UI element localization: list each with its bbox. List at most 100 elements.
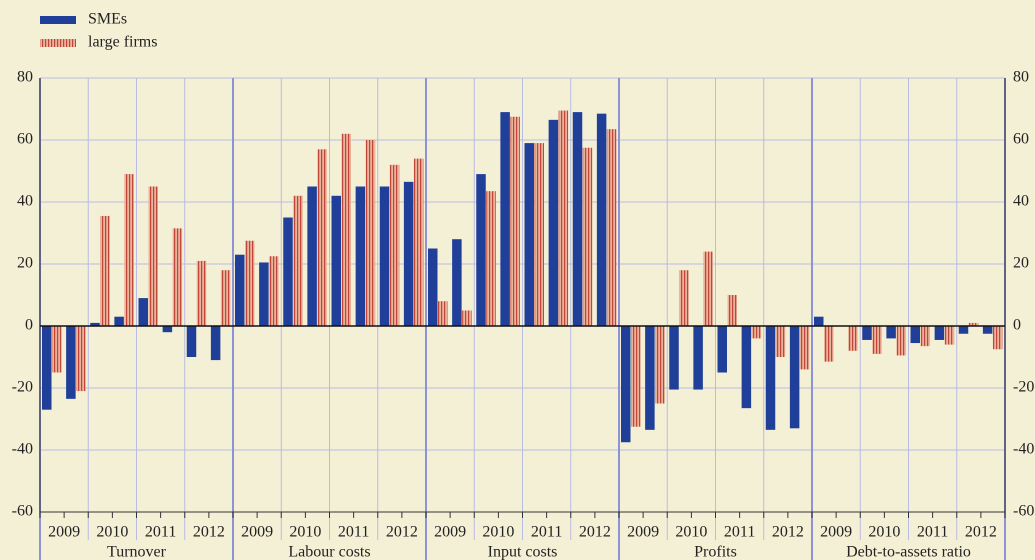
year-label: 2010 <box>868 524 900 541</box>
year-label: 2011 <box>531 524 562 541</box>
y-tick-label: -20 <box>12 379 33 396</box>
y-tick-label: 20 <box>17 255 33 272</box>
y2-tick-label: -40 <box>1013 441 1034 458</box>
year-label: 2012 <box>193 524 225 541</box>
legend-label: SMEs <box>88 11 127 28</box>
bar <box>765 326 776 430</box>
bar <box>848 326 858 351</box>
y-tick-label: -40 <box>12 441 33 458</box>
y-tick-label: -60 <box>12 503 33 520</box>
y-tick-label: 40 <box>17 193 33 210</box>
bar <box>645 326 655 430</box>
year-label: 2010 <box>482 524 514 541</box>
bar <box>220 270 231 326</box>
bar <box>355 186 366 326</box>
bar <box>210 326 221 361</box>
bar <box>428 248 438 326</box>
bar <box>582 147 593 326</box>
year-label: 2011 <box>145 524 176 541</box>
bar <box>196 260 207 326</box>
y2-tick-label: 20 <box>1013 255 1029 272</box>
bar <box>486 191 496 326</box>
year-label: 2010 <box>675 524 707 541</box>
bar <box>631 326 641 427</box>
year-label: 2012 <box>772 524 804 541</box>
bar <box>269 256 279 326</box>
bar <box>331 195 341 326</box>
bar <box>799 326 810 370</box>
bar <box>655 326 665 404</box>
bar <box>341 133 351 326</box>
legend-label: large firms <box>88 34 157 51</box>
bar <box>462 310 472 326</box>
bar <box>982 326 993 334</box>
bar <box>283 217 293 326</box>
group-label: Turnover <box>107 544 167 560</box>
bar <box>66 326 76 399</box>
year-label: 2012 <box>965 524 997 541</box>
year-label: 2009 <box>241 524 273 541</box>
bar <box>558 110 569 326</box>
bar <box>548 119 559 326</box>
bar <box>235 254 245 326</box>
bar <box>534 143 544 326</box>
bar <box>679 270 689 326</box>
bar <box>317 149 327 326</box>
bar <box>572 112 583 326</box>
year-label: 2010 <box>96 524 128 541</box>
bar <box>862 326 872 340</box>
bar <box>510 116 520 326</box>
year-label: 2011 <box>917 524 948 541</box>
bar <box>245 240 255 326</box>
bar <box>148 186 158 326</box>
bar <box>789 326 800 429</box>
bar <box>814 316 824 326</box>
bar <box>775 326 786 357</box>
year-label: 2009 <box>434 524 466 541</box>
group-label: Labour costs <box>288 544 370 560</box>
bar <box>186 326 197 357</box>
bar <box>703 251 713 326</box>
bar <box>365 140 376 326</box>
year-label: 2011 <box>338 524 369 541</box>
group-label: Profits <box>694 544 737 560</box>
bar <box>596 113 607 327</box>
bar <box>751 326 762 339</box>
group-label: Input costs <box>488 544 558 560</box>
y-tick-label: 0 <box>25 317 33 334</box>
bar <box>124 174 134 326</box>
bar <box>727 295 737 326</box>
bar <box>741 326 752 409</box>
y2-tick-label: 0 <box>1013 317 1021 334</box>
bar <box>307 186 317 326</box>
bar <box>389 164 400 326</box>
bar <box>944 326 955 345</box>
bar <box>403 181 414 326</box>
bar <box>992 326 1003 350</box>
bar <box>934 326 945 340</box>
bar <box>500 112 510 326</box>
bar <box>896 326 906 356</box>
bar <box>717 326 727 373</box>
bar <box>90 322 100 326</box>
bar <box>114 316 124 326</box>
bar <box>42 326 52 410</box>
legend-swatch <box>40 39 76 47</box>
bar <box>76 326 86 392</box>
y-tick-label: 80 <box>17 69 33 86</box>
y2-tick-label: 60 <box>1013 131 1029 148</box>
bar <box>100 215 110 326</box>
bar <box>606 129 617 326</box>
bar <box>259 262 269 326</box>
bar <box>438 301 448 326</box>
year-label: 2009 <box>627 524 659 541</box>
bar <box>968 322 979 326</box>
y2-tick-label: 40 <box>1013 193 1029 210</box>
bar <box>52 326 62 373</box>
group-label: Debt-to-assets ratio <box>846 544 971 560</box>
bar <box>293 195 303 326</box>
y2-tick-label: 80 <box>1013 69 1029 86</box>
bar <box>413 158 424 326</box>
